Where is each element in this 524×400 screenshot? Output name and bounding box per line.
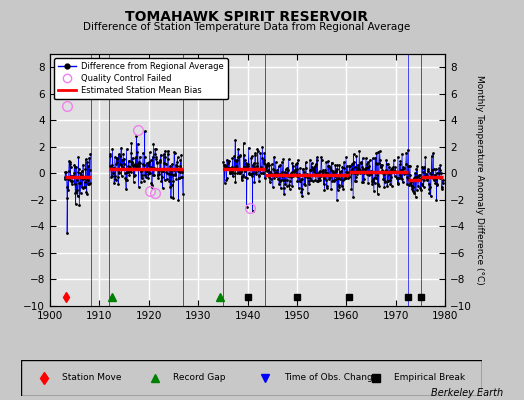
Text: Berkeley Earth: Berkeley Earth (431, 388, 503, 398)
Text: TOMAHAWK SPIRIT RESERVOIR: TOMAHAWK SPIRIT RESERVOIR (125, 10, 368, 24)
Y-axis label: Monthly Temperature Anomaly Difference (°C): Monthly Temperature Anomaly Difference (… (475, 75, 484, 285)
Text: Record Gap: Record Gap (173, 374, 226, 382)
Text: Empirical Break: Empirical Break (395, 374, 466, 382)
Legend: Difference from Regional Average, Quality Control Failed, Estimated Station Mean: Difference from Regional Average, Qualit… (54, 58, 227, 99)
Text: Difference of Station Temperature Data from Regional Average: Difference of Station Temperature Data f… (83, 22, 410, 32)
Text: Station Move: Station Move (62, 374, 122, 382)
Text: Time of Obs. Change: Time of Obs. Change (284, 374, 378, 382)
